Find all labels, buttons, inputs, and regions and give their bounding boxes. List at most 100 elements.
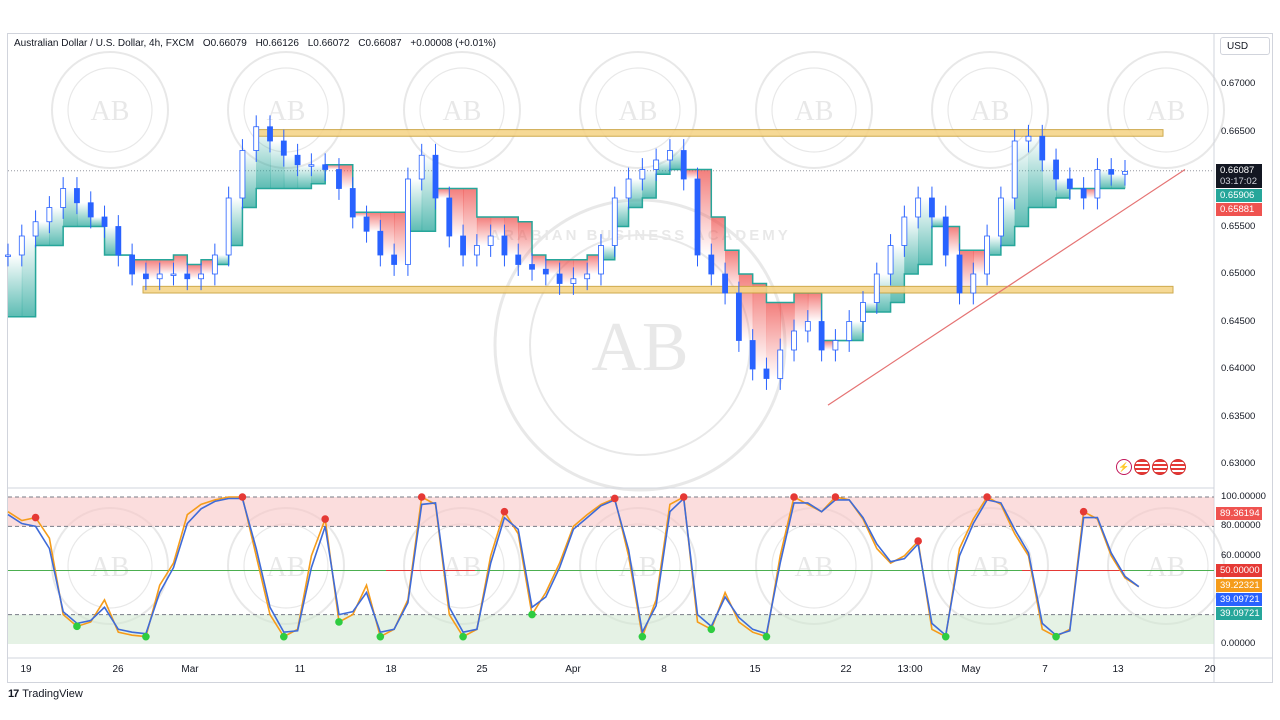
candle-body: [749, 340, 756, 370]
us-flag-icon[interactable]: [1170, 459, 1186, 475]
price-tick-label: 0.63500: [1221, 410, 1256, 422]
candle-body: [363, 216, 370, 232]
sell-signal-dot: [983, 493, 991, 501]
candle-body: [860, 302, 866, 322]
stop-fill-band: [421, 155, 436, 232]
candle-body: [1122, 170, 1128, 175]
us-flag-icon[interactable]: [1152, 459, 1168, 475]
buy-signal-dot: [1052, 632, 1060, 641]
candle-body: [515, 254, 522, 265]
time-tick-label: 19: [20, 664, 32, 675]
watermark-initials: AB: [443, 96, 482, 127]
stop-fill-band: [76, 202, 92, 227]
stop-fill-band: [270, 141, 285, 189]
watermark-initials: AB: [971, 552, 1010, 583]
stop-fill-band: [614, 198, 630, 227]
buy-signal-dot: [280, 632, 288, 641]
candle-body: [556, 273, 563, 284]
sell-signal-dot: [914, 537, 922, 545]
oversold-band: [8, 614, 1214, 644]
candle-body: [501, 235, 508, 256]
candle-body: [942, 216, 949, 256]
stop-fill-band: [518, 221, 533, 265]
watermark-ring: [403, 51, 521, 169]
candle-body: [735, 292, 742, 341]
symbol-title: Australian Dollar / U.S. Dollar, 4h, FXC…: [14, 38, 195, 49]
candle-body: [280, 140, 287, 156]
tradingview-logo[interactable]: 17 TradingView: [8, 688, 83, 700]
stop-fill-band: [490, 217, 505, 236]
sell-signal-dot: [417, 493, 426, 501]
candle-body: [997, 197, 1004, 237]
sell-signal-dot: [31, 513, 40, 522]
sell-signal-dot: [321, 515, 329, 523]
stop-fill-band: [642, 169, 657, 198]
watermark-initials: AB: [971, 96, 1010, 127]
candle-body: [763, 368, 770, 379]
candle-body: [956, 254, 963, 294]
time-tick-label: 8: [661, 664, 667, 675]
candle-body: [1080, 188, 1087, 199]
buy-signal-dot: [73, 622, 81, 631]
event-icons: ⚡: [1116, 459, 1186, 475]
stop-up-tag: 0.65906: [1216, 189, 1262, 202]
candle-body: [198, 273, 204, 280]
candle-body: [915, 197, 922, 218]
watermark-seal: AB: [579, 51, 697, 169]
ohlc-low: L0.66072: [307, 38, 350, 49]
candle-body: [542, 268, 549, 275]
watermark-inner-ring: [419, 67, 505, 153]
stop-fill-band: [1083, 188, 1098, 198]
chart-frame: [7, 33, 1273, 683]
oscillator-pane: [7, 493, 1214, 644]
stop-fill-band: [256, 126, 271, 189]
watermark-initials: AB: [91, 96, 130, 127]
stop-down-tag: 0.65881: [1216, 203, 1262, 216]
candle-body: [639, 169, 646, 180]
stop-fill-band: [187, 264, 202, 279]
stoch-d-line: [7, 496, 1140, 637]
price-tick-label: 0.65000: [1221, 268, 1256, 279]
watermark-seal: AB: [51, 51, 169, 169]
current-price-value: 0.66087: [1220, 165, 1255, 176]
buy-signal-dot: [638, 632, 647, 641]
time-tick-label: 11: [294, 664, 306, 675]
watermark-layer: AB AB AB AB AB AB AB AB AB AB AB AB AB AB AB ARABIAN BU…: [51, 51, 1225, 625]
stop-fill-band: [8, 255, 23, 317]
stop-fill-band: [904, 217, 919, 274]
tradingview-icon: 17: [8, 688, 19, 700]
candle-body: [294, 154, 301, 166]
stop-fill-band: [325, 164, 340, 170]
time-tick-label: May: [961, 664, 981, 675]
osc-tick-label: 80.00000: [1221, 520, 1261, 532]
time-tick-label: 25: [476, 664, 488, 675]
stop-fill-band: [959, 250, 974, 293]
candle-body: [267, 126, 273, 142]
stop-fill-band: [711, 217, 726, 274]
stop-fill-band: [559, 259, 574, 284]
sell-signal-dot: [610, 494, 619, 503]
watermark-inner-ring: [595, 67, 681, 153]
candle-body: [129, 254, 136, 275]
watermark-initials: AB: [267, 96, 306, 127]
candle-body: [1025, 135, 1032, 142]
time-tick-label: Mar: [181, 664, 199, 675]
stop-fill-band: [173, 255, 188, 274]
watermark-initials: AB: [619, 552, 658, 583]
sell-signal-dot: [831, 493, 840, 501]
candle-body: [929, 197, 935, 218]
ohlc-high: H0.66126: [255, 38, 299, 49]
watermark-initials: AB: [1147, 552, 1186, 583]
price-tick-label: 0.63000: [1221, 458, 1256, 469]
currency-button[interactable]: USD: [1220, 37, 1270, 55]
us-flag-icon[interactable]: [1134, 459, 1150, 475]
price-tick-label: 0.67000: [1221, 78, 1256, 89]
stop-fill-band: [545, 259, 561, 274]
stop-fill-band: [587, 255, 602, 274]
lightning-icon[interactable]: ⚡: [1116, 459, 1132, 475]
buy-signal-dot: [528, 610, 536, 619]
watermark-initials: AB: [1147, 96, 1186, 127]
osc-k-tag: 39.22321: [1216, 579, 1262, 592]
candle-body: [804, 321, 811, 332]
